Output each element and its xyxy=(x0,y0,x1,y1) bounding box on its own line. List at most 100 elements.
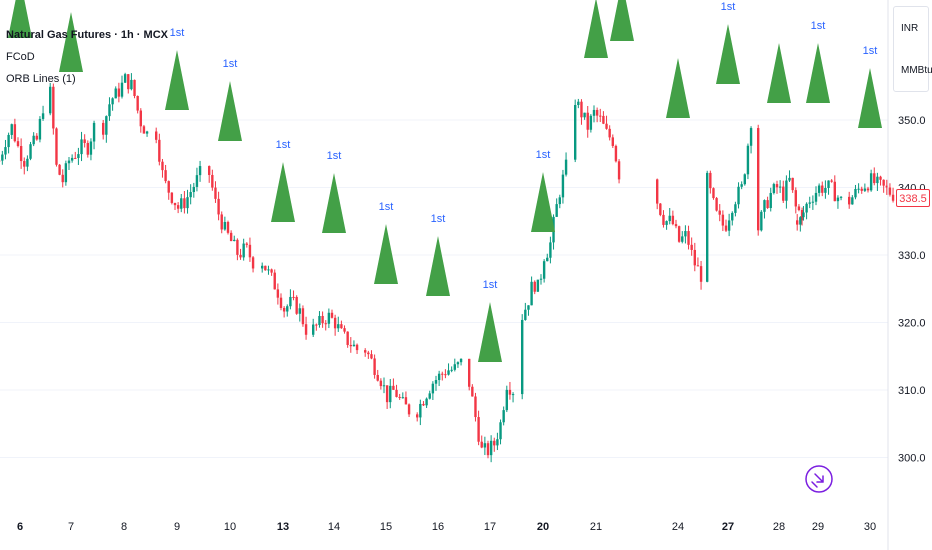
price-gridlines xyxy=(0,119,888,458)
candle-body xyxy=(340,324,343,329)
orb-marker-label: 1st xyxy=(483,279,498,291)
candle-body xyxy=(727,220,731,231)
candle-body xyxy=(312,324,315,335)
time-tick-label: 10 xyxy=(224,521,236,533)
candlestick-series xyxy=(0,72,895,463)
candle-body xyxy=(882,179,885,186)
candle-body xyxy=(242,243,245,258)
candle-body xyxy=(35,135,38,140)
candle-body xyxy=(416,414,419,418)
candle-body xyxy=(226,221,230,233)
candle-body xyxy=(292,296,295,298)
candle-body xyxy=(264,265,267,271)
candle-body xyxy=(170,192,174,203)
candle-body xyxy=(385,385,389,403)
candle-body xyxy=(668,215,671,222)
candle-body xyxy=(530,281,533,306)
orb-marker-triangle xyxy=(716,24,740,84)
orb-marker-triangle xyxy=(666,58,690,118)
candle-body xyxy=(662,214,665,225)
candle-body xyxy=(349,344,352,347)
candle-body xyxy=(19,146,23,162)
candle-body xyxy=(595,109,599,116)
candle-body xyxy=(58,164,61,175)
price-tick-label: 310.0 xyxy=(898,385,926,397)
unit-label[interactable]: MMBtu xyxy=(901,65,932,76)
orb-marker-triangle xyxy=(610,0,634,41)
candle-body xyxy=(102,122,105,135)
candle-body xyxy=(477,417,480,442)
candle-body xyxy=(214,187,217,199)
candle-body xyxy=(74,157,77,159)
currency-label[interactable]: INR xyxy=(901,23,919,34)
candle-body xyxy=(164,170,167,182)
candle-body xyxy=(699,266,703,282)
candle-body xyxy=(715,198,718,211)
symbol-title[interactable]: Natural Gas Futures · 1h · MCX xyxy=(6,29,168,41)
candle-body xyxy=(827,180,830,188)
candle-body xyxy=(217,198,220,215)
candle-body xyxy=(161,161,164,171)
candle-body xyxy=(760,211,763,231)
candle-body xyxy=(854,188,857,198)
candle-body xyxy=(848,196,851,205)
candle-body xyxy=(142,126,146,134)
candle-body xyxy=(857,188,860,190)
candle-body xyxy=(740,184,743,187)
candle-body xyxy=(220,214,223,230)
candle-body xyxy=(158,139,161,162)
candle-body xyxy=(800,209,804,221)
candle-body xyxy=(502,410,505,423)
orb-marker-triangle xyxy=(8,0,32,38)
candle-body xyxy=(245,243,248,245)
indicator-fcod-label[interactable]: FCoD xyxy=(6,51,35,63)
orb-marker-triangle xyxy=(426,236,450,296)
candle-body xyxy=(746,145,750,175)
candle-body xyxy=(376,374,379,381)
currency-unit-menu[interactable]: INR MMBtu xyxy=(893,6,932,92)
price-tick-label: 350.0 xyxy=(898,115,926,127)
candle-body xyxy=(251,257,255,269)
orb-marker-triangle xyxy=(271,162,295,222)
candle-body xyxy=(176,205,180,209)
candle-body xyxy=(295,296,298,314)
candle-body xyxy=(105,116,108,135)
candle-body xyxy=(724,225,728,231)
candle-body xyxy=(108,104,111,117)
candle-body xyxy=(450,369,453,371)
time-tick-label: 15 xyxy=(380,521,392,533)
candle-body xyxy=(64,163,68,183)
candle-body xyxy=(4,147,7,155)
candle-body xyxy=(139,110,142,127)
indicator-orb-lines-label[interactable]: ORB Lines (1) xyxy=(6,73,76,85)
candle-body xyxy=(811,201,815,203)
candle-body xyxy=(80,139,83,155)
candle-body xyxy=(441,373,444,375)
candle-body xyxy=(797,206,801,210)
candle-body xyxy=(721,214,725,226)
candle-body xyxy=(791,177,794,191)
candle-body xyxy=(145,131,149,134)
candle-body xyxy=(404,397,408,405)
candle-body xyxy=(398,396,401,398)
candle-body xyxy=(499,422,502,440)
candle-body xyxy=(192,186,195,193)
candle-body xyxy=(114,88,117,99)
candle-body xyxy=(301,308,305,325)
time-tick-label: 30 xyxy=(864,521,876,533)
candle-body xyxy=(558,197,561,205)
candle-body xyxy=(267,269,270,271)
candle-body xyxy=(167,181,170,193)
candle-body xyxy=(772,184,776,193)
candle-body xyxy=(814,192,818,202)
orb-marker-triangle xyxy=(374,224,398,284)
candle-body xyxy=(41,113,45,119)
goto-realtime-button[interactable] xyxy=(805,465,833,493)
orb-markers: 1st1st1st1st1st1st1st1st1st1st1st1st xyxy=(8,0,882,362)
candle-body xyxy=(542,261,546,279)
candle-body xyxy=(533,281,536,292)
candle-body xyxy=(788,177,791,181)
orb-marker-label: 1st xyxy=(223,58,238,70)
candle-body xyxy=(693,249,696,266)
